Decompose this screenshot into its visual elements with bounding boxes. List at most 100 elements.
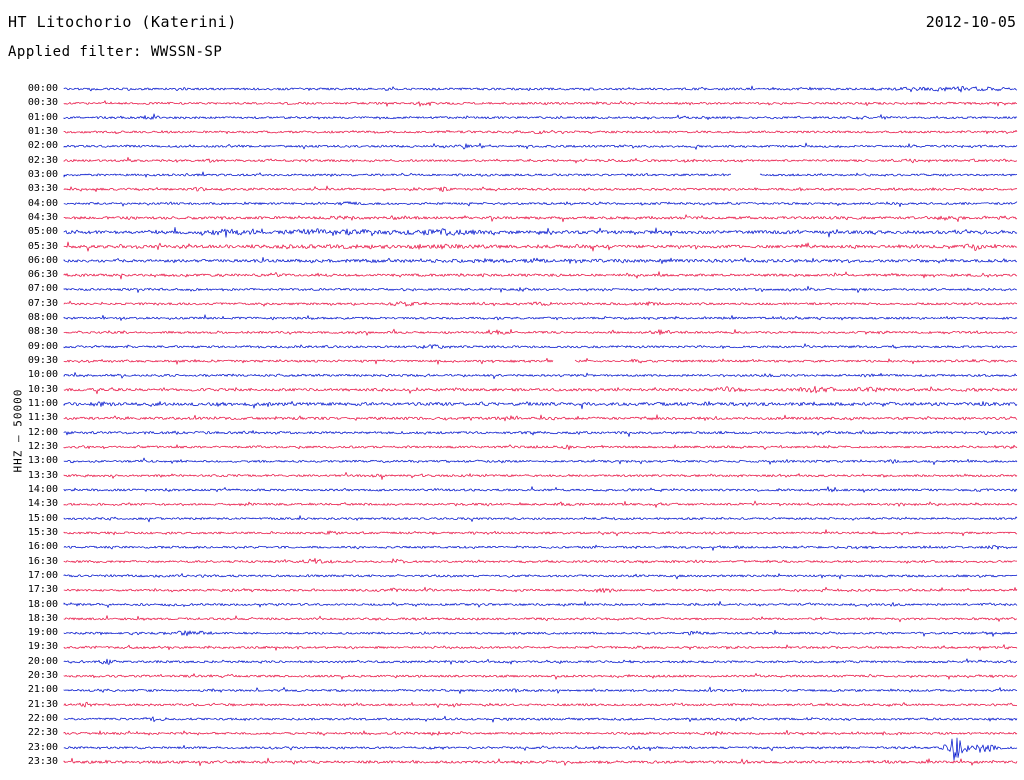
seismo-trace-19:30 xyxy=(63,644,1018,651)
seismo-trace-01:00 xyxy=(63,113,1018,120)
seismo-trace-10:00 xyxy=(63,372,1018,380)
row-time-label: 08:00 xyxy=(27,312,58,324)
row-time-label: 07:00 xyxy=(27,283,58,295)
seismo-trace-08:00 xyxy=(63,314,1018,321)
row-time-label: 23:30 xyxy=(27,756,58,768)
time-labels-column: 00:00 00:30 01:00 01:30 02:00 02:30 03:00 03:30… xyxy=(0,0,60,780)
seismo-trace-19:00 xyxy=(63,629,1018,637)
row-time-label: 16:30 xyxy=(27,555,58,567)
seismo-trace-07:00 xyxy=(63,285,1018,293)
seismo-trace-11:30 xyxy=(63,414,1018,422)
row-time-label: 22:00 xyxy=(27,713,58,725)
seismo-trace-12:30 xyxy=(63,444,1018,451)
seismo-trace-21:30 xyxy=(63,701,1018,708)
row-time-label: 20:30 xyxy=(27,670,58,682)
row-time-label: 14:30 xyxy=(27,498,58,510)
seismo-trace-23:30 xyxy=(63,757,1018,767)
row-time-label: 15:00 xyxy=(27,512,58,524)
seismo-trace-04:00 xyxy=(63,201,1018,207)
seismo-trace-06:30 xyxy=(63,271,1018,280)
seismo-trace-02:30 xyxy=(63,156,1018,164)
seismo-trace-10:30 xyxy=(63,385,1018,395)
row-time-label: 09:00 xyxy=(27,340,58,352)
seismo-trace-03:30 xyxy=(63,185,1018,192)
row-time-label: 13:00 xyxy=(27,455,58,467)
row-time-label: 05:00 xyxy=(27,226,58,238)
seismo-trace-17:00 xyxy=(63,573,1018,580)
seismo-trace-08:30 xyxy=(63,328,1018,336)
seismo-trace-05:30 xyxy=(63,241,1018,252)
row-time-label: 18:30 xyxy=(27,612,58,624)
seismo-trace-20:00 xyxy=(63,658,1018,665)
filter-label: Applied filter: WWSSN-SP xyxy=(8,44,223,60)
row-time-label: 01:00 xyxy=(27,111,58,123)
row-time-label: 01:30 xyxy=(27,125,58,137)
row-time-label: 11:00 xyxy=(27,398,58,410)
row-time-label: 17:00 xyxy=(27,569,58,581)
row-time-label: 19:30 xyxy=(27,641,58,653)
row-time-label: 21:30 xyxy=(27,698,58,710)
row-time-label: 02:00 xyxy=(27,140,58,152)
row-time-label: 22:30 xyxy=(27,727,58,739)
seismo-trace-11:00 xyxy=(63,401,1018,410)
seismo-trace-04:30 xyxy=(63,214,1018,223)
row-time-label: 04:30 xyxy=(27,211,58,223)
row-time-label: 12:30 xyxy=(27,441,58,452)
row-time-label: 13:30 xyxy=(27,469,58,481)
seismo-trace-09:00 xyxy=(63,343,1018,349)
row-time-label: 00:00 xyxy=(27,83,58,94)
station-title: HT Litochorio (Katerini) xyxy=(8,13,237,31)
seismo-trace-14:30 xyxy=(63,500,1018,508)
row-time-label: 04:00 xyxy=(27,197,58,209)
seismo-trace-13:00 xyxy=(63,457,1018,465)
seismo-trace-00:00 xyxy=(63,85,1018,93)
seismo-trace-23:00 xyxy=(63,737,1018,761)
seismo-trace-00:30 xyxy=(63,100,1018,107)
row-time-label: 08:30 xyxy=(27,326,58,338)
seismo-trace-22:00 xyxy=(63,715,1018,723)
row-time-label: 18:00 xyxy=(27,598,58,610)
row-time-label: 15:30 xyxy=(27,526,58,538)
row-time-label: 03:30 xyxy=(27,183,58,195)
seismo-trace-15:30 xyxy=(63,529,1018,537)
row-time-label: 02:30 xyxy=(27,154,58,166)
seismo-trace-20:30 xyxy=(63,673,1018,680)
row-time-label: 21:00 xyxy=(27,684,58,696)
seismo-trace-13:30 xyxy=(63,472,1018,480)
row-time-label: 20:00 xyxy=(27,655,58,667)
seismo-trace-16:00 xyxy=(63,544,1018,551)
row-time-label: 16:00 xyxy=(27,541,58,553)
seismo-trace-17:30 xyxy=(63,586,1018,593)
row-time-label: 03:00 xyxy=(27,168,58,180)
row-time-label: 11:30 xyxy=(27,412,58,424)
seismo-trace-01:30 xyxy=(63,129,1018,135)
row-time-label: 12:00 xyxy=(27,426,58,438)
seismo-trace-22:30 xyxy=(63,729,1018,736)
row-time-label: 09:30 xyxy=(27,355,58,367)
row-time-label: 06:30 xyxy=(27,269,58,281)
row-time-label: 10:00 xyxy=(27,369,58,381)
seismo-trace-05:00 xyxy=(63,227,1018,238)
row-time-label: 06:00 xyxy=(27,254,58,266)
seismo-trace-07:30 xyxy=(63,300,1018,307)
seismo-trace-09:30 xyxy=(63,357,1018,365)
seismo-trace-18:30 xyxy=(63,615,1017,623)
row-time-label: 05:30 xyxy=(27,240,58,252)
seismo-trace-18:00 xyxy=(63,601,1018,608)
seismo-trace-02:00 xyxy=(63,142,1018,150)
row-time-label: 07:30 xyxy=(27,297,58,309)
seismo-trace-15:00 xyxy=(63,515,1018,523)
row-time-label: 23:00 xyxy=(27,741,58,753)
row-time-label: 00:30 xyxy=(27,97,58,109)
seismo-trace-12:00 xyxy=(63,429,1018,437)
seismo-trace-06:00 xyxy=(63,257,1018,265)
row-time-label: 10:30 xyxy=(27,383,58,395)
row-time-label: 19:00 xyxy=(27,627,58,639)
row-time-label: 14:00 xyxy=(27,483,58,495)
seismo-trace-16:30 xyxy=(63,557,1017,564)
seismo-trace-14:00 xyxy=(63,486,1018,493)
seismo-trace-03:00 xyxy=(63,171,1017,178)
date-label: 2012-10-05 xyxy=(925,13,1016,31)
seismo-trace-21:00 xyxy=(63,686,1018,694)
